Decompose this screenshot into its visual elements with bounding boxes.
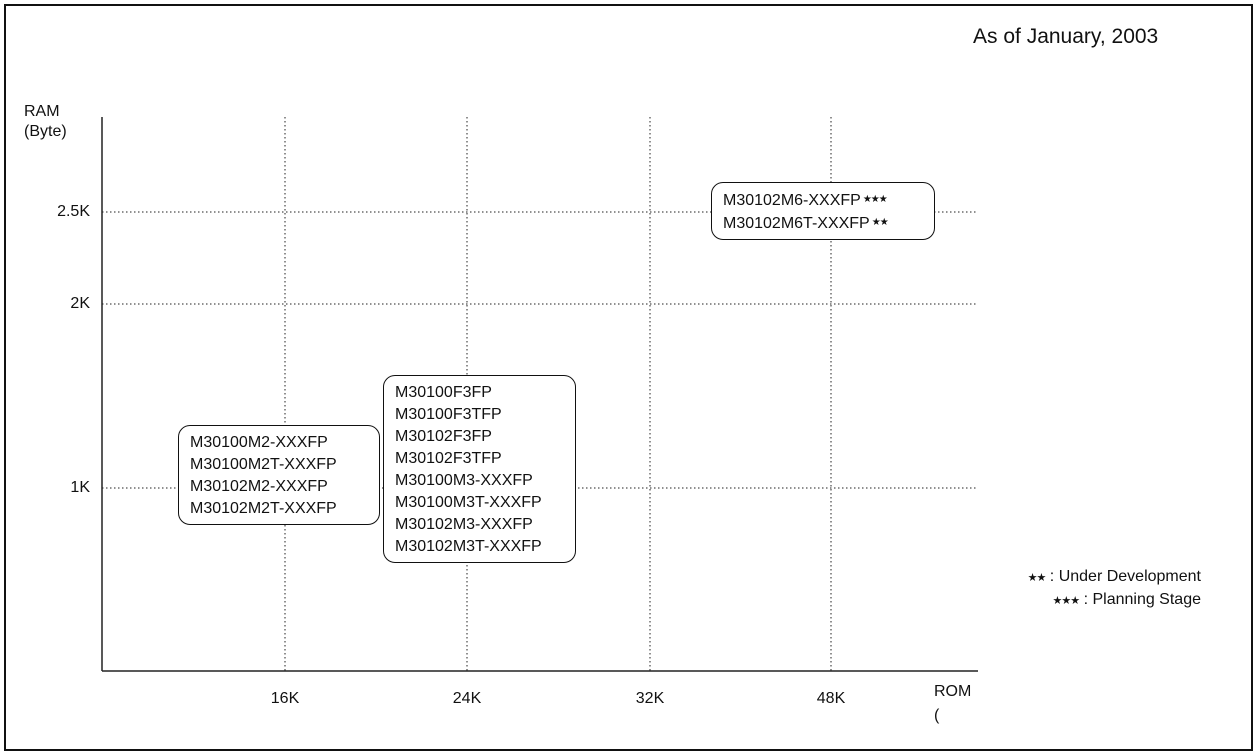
part-number-text: M30102M2-XXXFP <box>190 478 328 495</box>
part-number: M30100F3TFP <box>395 404 565 426</box>
chart-frame <box>4 4 1253 751</box>
part-number-text: M30102M6-XXXFP <box>723 192 861 209</box>
y-tick-label: 1K <box>70 479 90 496</box>
part-number-text: M30100M3T-XXXFP <box>395 494 542 511</box>
part-number: M30102M3T-XXXFP <box>395 536 565 558</box>
part-number-text: M30102M2T-XXXFP <box>190 500 337 517</box>
part-number: M30102F3FP <box>395 426 565 448</box>
part-number: M30102F3TFP <box>395 448 565 470</box>
legend-stars-icon: ★★ <box>1027 572 1047 584</box>
product-group-box: M30102M6-XXXFP ★★★ M30102M6T-XXXFP ★★ <box>711 182 935 240</box>
y-tick-label: 2.5K <box>57 203 90 220</box>
part-number-text: M30102M6T-XXXFP <box>723 215 870 232</box>
y-axis-label-unit: (Byte) <box>24 123 67 140</box>
status-stars-icon: ★★ <box>871 217 889 228</box>
part-number: M30100M3T-XXXFP <box>395 492 565 514</box>
part-number-text: M30102M3-XXXFP <box>395 516 533 533</box>
as-of-date: As of January, 2003 <box>973 25 1159 48</box>
part-number-text: M30100M2T-XXXFP <box>190 456 337 473</box>
y-axis-label-ram: RAM <box>24 103 60 120</box>
part-number: M30102M3-XXXFP <box>395 514 565 536</box>
part-number-text: M30100M3-XXXFP <box>395 472 533 489</box>
part-number: M30100M3-XXXFP <box>395 470 565 492</box>
part-number-text: M30102F3FP <box>395 428 492 445</box>
part-number: M30102M2T-XXXFP <box>190 498 369 520</box>
part-number: M30102M6T-XXXFP ★★ <box>723 212 924 235</box>
x-tick-label: 24K <box>452 690 482 707</box>
part-number-text: M30100M2-XXXFP <box>190 434 328 451</box>
part-number: M30102M2-XXXFP <box>190 476 369 498</box>
x-axis-label-unit: ( <box>934 707 940 724</box>
x-tick-label: 16K <box>270 690 300 707</box>
part-number: M30100F3FP <box>395 382 565 404</box>
status-stars-icon: ★★★ <box>862 194 888 205</box>
x-tick-label: 48K <box>816 690 846 707</box>
part-number: M30100M2-XXXFP <box>190 432 369 454</box>
part-number: M30100M2T-XXXFP <box>190 454 369 476</box>
y-tick-label: 2K <box>70 295 90 312</box>
part-number-text: M30102M3T-XXXFP <box>395 538 542 555</box>
legend-label: : Under Development <box>1045 568 1201 585</box>
part-number-text: M30100F3FP <box>395 384 492 401</box>
product-group-box: M30100F3FP M30100F3TFP M30102F3FP M30102F3T… <box>383 375 576 563</box>
legend-stars-icon: ★★★ <box>1052 595 1081 607</box>
part-number-text: M30100F3TFP <box>395 406 502 423</box>
x-tick-label: 32K <box>635 690 665 707</box>
x-axis-label-rom: ROM <box>934 683 972 700</box>
part-number: M30102M6-XXXFP ★★★ <box>723 189 924 212</box>
part-number-text: M30102F3TFP <box>395 450 502 467</box>
legend: ★★ : Under Development ★★★ : Planning Sta… <box>1028 566 1201 612</box>
legend-label: : Planning Stage <box>1079 591 1201 608</box>
product-group-box: M30100M2-XXXFP M30100M2T-XXXFP M30102M2-XX… <box>178 425 380 525</box>
legend-entry: ★★★ : Planning Stage <box>1028 589 1201 612</box>
legend-entry: ★★ : Under Development <box>1028 566 1201 589</box>
